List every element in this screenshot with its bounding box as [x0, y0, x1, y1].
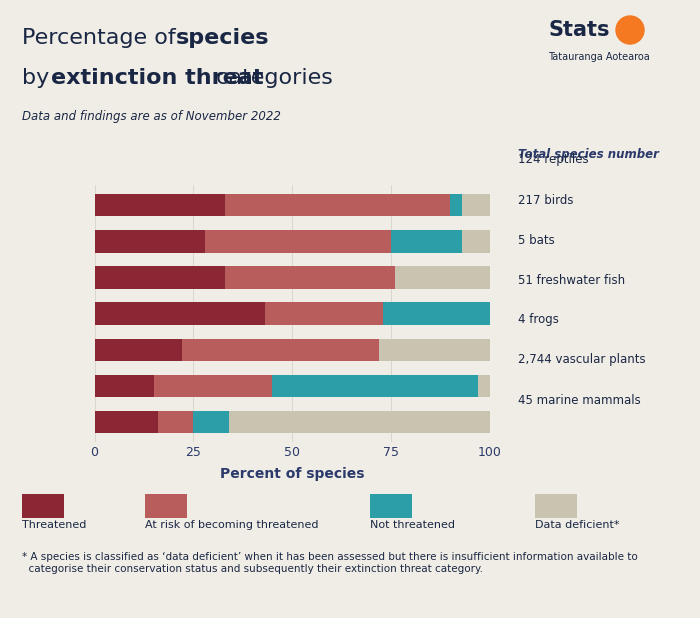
Text: Not threatened: Not threatened: [370, 520, 455, 530]
Bar: [94, 375, 154, 397]
Bar: [205, 230, 391, 253]
Text: 4 frogs: 4 frogs: [518, 313, 559, 326]
Text: 2,744 vascular plants: 2,744 vascular plants: [518, 353, 645, 366]
X-axis label: Percent of species: Percent of species: [220, 467, 365, 481]
Text: Tatauranga Aotearoa: Tatauranga Aotearoa: [548, 52, 650, 62]
Bar: [451, 194, 462, 216]
Text: Total species number: Total species number: [518, 148, 659, 161]
Bar: [462, 194, 490, 216]
Text: 124 reptiles: 124 reptiles: [518, 153, 589, 166]
Bar: [395, 266, 490, 289]
Bar: [181, 339, 379, 361]
Bar: [265, 302, 383, 325]
FancyBboxPatch shape: [145, 494, 187, 518]
Bar: [272, 375, 478, 397]
Bar: [478, 375, 490, 397]
Bar: [383, 302, 490, 325]
Text: categories: categories: [209, 68, 333, 88]
Text: Threatened: Threatened: [22, 520, 86, 530]
FancyBboxPatch shape: [22, 494, 64, 518]
Bar: [225, 266, 395, 289]
Bar: [94, 266, 225, 289]
Text: Percentage of: Percentage of: [22, 28, 183, 48]
Bar: [94, 302, 265, 325]
Bar: [94, 194, 225, 216]
Bar: [94, 411, 158, 433]
Text: 45 marine mammals: 45 marine mammals: [518, 394, 640, 407]
Bar: [94, 339, 181, 361]
Text: extinction threat: extinction threat: [51, 68, 263, 88]
Text: At risk of becoming threatened: At risk of becoming threatened: [145, 520, 318, 530]
Bar: [158, 411, 193, 433]
Text: Stats: Stats: [548, 20, 610, 40]
Text: 5 bats: 5 bats: [518, 234, 554, 247]
Circle shape: [616, 16, 644, 44]
Bar: [225, 194, 450, 216]
FancyBboxPatch shape: [535, 494, 577, 518]
Text: species: species: [176, 28, 270, 48]
Bar: [462, 230, 490, 253]
Bar: [391, 230, 462, 253]
Text: 217 birds: 217 birds: [518, 193, 573, 206]
Bar: [193, 411, 229, 433]
Text: by: by: [22, 68, 57, 88]
Text: * A species is classified as ‘data deficient’ when it has been assessed but ther: * A species is classified as ‘data defic…: [22, 552, 638, 574]
Text: NZ: NZ: [622, 19, 638, 29]
Bar: [379, 339, 490, 361]
Text: Data deficient*: Data deficient*: [535, 520, 620, 530]
FancyBboxPatch shape: [370, 494, 412, 518]
Bar: [154, 375, 272, 397]
Bar: [229, 411, 490, 433]
Text: 51 freshwater fish: 51 freshwater fish: [518, 274, 625, 287]
Bar: [94, 230, 205, 253]
Text: Data and findings are as of November 2022: Data and findings are as of November 202…: [22, 110, 281, 123]
